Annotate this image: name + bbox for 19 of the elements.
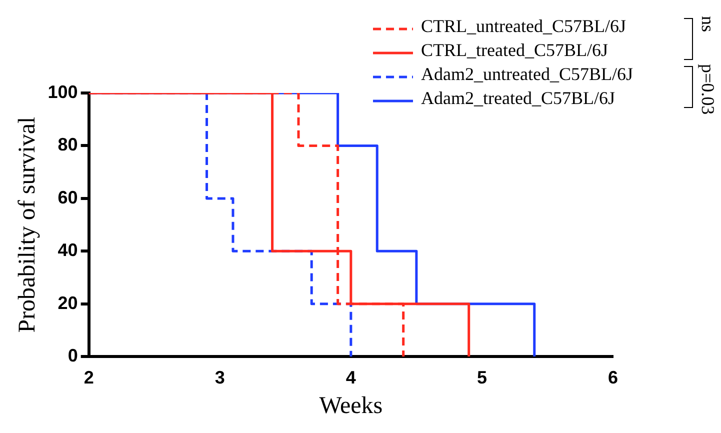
x-tick-label: 6 — [608, 367, 618, 388]
y-tick-label: 20 — [58, 292, 78, 313]
y-tick-label: 0 — [68, 346, 78, 366]
text: ns — [697, 16, 718, 32]
y-axis-title: Probability of survival — [14, 116, 41, 333]
legend-label: CTRL_untreated_C57BL/6J — [421, 15, 626, 38]
x-tick-label: 5 — [476, 367, 487, 388]
legend-label: CTRL_treated_C57BL/6J — [421, 39, 608, 62]
y-tick-label: 100 — [48, 82, 78, 102]
y-tick-label: 40 — [58, 240, 78, 260]
y-tick-label: 60 — [58, 187, 78, 208]
x-tick-label: 3 — [214, 367, 225, 388]
x-tick-label: 2 — [84, 367, 94, 388]
legend-label: Adam2_untreated_C57BL/6J — [421, 63, 633, 86]
text: p=0.03 — [697, 64, 718, 115]
legend-label: Adam2_treated_C57BL/6J — [421, 87, 615, 110]
y-tick-label: 80 — [58, 134, 78, 155]
x-tick-label: 4 — [346, 367, 356, 388]
x-axis-title: Weeks — [319, 392, 383, 419]
